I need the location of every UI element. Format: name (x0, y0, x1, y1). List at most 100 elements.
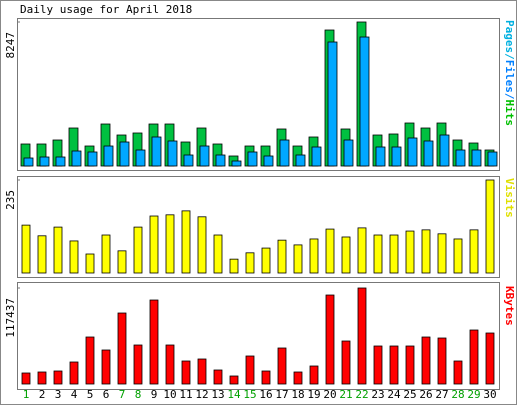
x-tick-label: 16 (259, 388, 272, 401)
bar (453, 360, 463, 385)
bar (309, 238, 319, 274)
bar (245, 355, 255, 385)
panel (17, 176, 500, 278)
bar (69, 361, 79, 385)
bar (53, 226, 63, 274)
axis-label: Pages/Files/Hits (503, 20, 516, 126)
axis-label-part: Hits (503, 100, 516, 127)
x-tick-label: 7 (119, 388, 126, 401)
bar (213, 234, 223, 274)
bar (119, 141, 130, 167)
bar (39, 156, 50, 167)
bar (279, 139, 290, 167)
bar (439, 134, 450, 167)
y-tick-label: 235 (4, 190, 17, 210)
x-tick-label: 21 (339, 388, 352, 401)
x-tick-label: 11 (179, 388, 192, 401)
bar (197, 216, 207, 274)
bar (485, 179, 495, 274)
bar (327, 41, 338, 167)
bar (261, 247, 271, 274)
bar (325, 228, 335, 274)
bar (469, 329, 479, 385)
bar (167, 140, 178, 167)
bar (407, 137, 418, 167)
bar (245, 252, 255, 274)
x-tick-label: 2 (39, 388, 46, 401)
bar (229, 375, 239, 385)
axis-label: Visits (503, 178, 516, 218)
bar (405, 345, 415, 385)
x-tick-label: 3 (55, 388, 62, 401)
x-tick-label: 28 (451, 388, 464, 401)
bar (151, 136, 162, 167)
bar (455, 149, 466, 167)
bar (325, 294, 335, 385)
x-tick-label: 6 (103, 388, 110, 401)
bar (101, 349, 111, 385)
x-tick-label: 8 (135, 388, 142, 401)
x-tick-label: 30 (483, 388, 496, 401)
bar (389, 345, 399, 385)
axis-label-part: Files/ (503, 60, 516, 100)
bar (437, 233, 447, 274)
x-tick-label: 20 (323, 388, 336, 401)
bar (231, 160, 242, 167)
bar (117, 250, 127, 274)
bar (311, 146, 322, 167)
bar (373, 234, 383, 274)
bar (421, 229, 431, 274)
bar (149, 299, 159, 385)
bar (277, 239, 287, 274)
x-tick-label: 26 (419, 388, 432, 401)
bar (343, 139, 354, 167)
x-tick-label: 14 (227, 388, 241, 401)
bar (23, 157, 34, 167)
bar (199, 145, 210, 167)
bar (85, 336, 95, 385)
x-tick-label: 22 (355, 388, 368, 401)
bar (71, 150, 82, 167)
x-tick-label: 4 (71, 388, 78, 401)
bar (437, 337, 447, 385)
x-tick-label: 5 (87, 388, 94, 401)
bar (357, 227, 367, 274)
chart-title: Daily usage for April 2018 (20, 3, 192, 16)
x-tick-label: 24 (387, 388, 401, 401)
bar (293, 371, 303, 385)
bar (197, 358, 207, 385)
bar (181, 210, 191, 274)
bar (53, 370, 63, 385)
bar (295, 154, 306, 167)
bar (469, 229, 479, 274)
bar (55, 156, 66, 167)
bar (213, 369, 223, 385)
y-tick-label: 8247 (4, 32, 17, 59)
bar (453, 238, 463, 274)
x-tick-label: 19 (307, 388, 320, 401)
x-tick-label: 15 (243, 388, 256, 401)
x-tick-label: 27 (435, 388, 448, 401)
bar (103, 145, 114, 167)
bar (133, 226, 143, 274)
bar (373, 345, 383, 385)
panel (17, 282, 500, 390)
bar (261, 370, 271, 385)
bar (423, 140, 434, 167)
x-tick-label: 1 (23, 388, 30, 401)
bar (229, 258, 239, 274)
bar (165, 344, 175, 385)
bar (85, 253, 95, 274)
bar (485, 332, 495, 385)
bar (247, 151, 258, 167)
bar (277, 347, 287, 385)
bar (389, 234, 399, 274)
x-tick-label: 17 (275, 388, 288, 401)
bar (87, 151, 98, 167)
bar (487, 151, 498, 167)
x-tick-label: 23 (371, 388, 384, 401)
bar (309, 365, 319, 385)
bar (375, 146, 386, 167)
bar (69, 240, 79, 274)
